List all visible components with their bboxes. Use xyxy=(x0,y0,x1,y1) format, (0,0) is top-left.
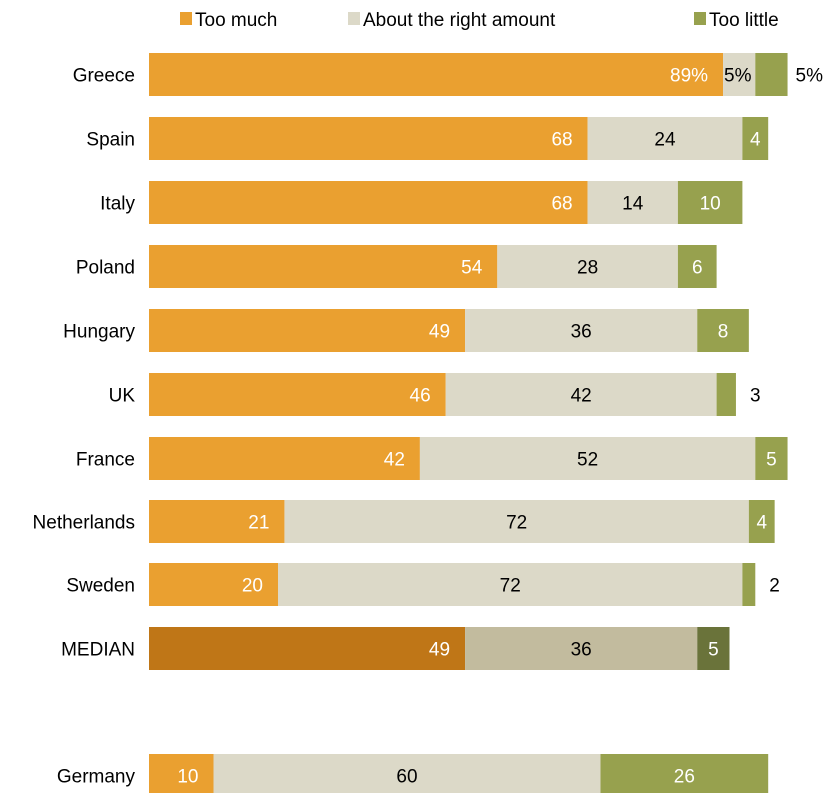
bar-sweden-too-much xyxy=(149,563,278,606)
value-label-spain-about-right: 24 xyxy=(654,130,676,151)
value-label-germany-too-little: 26 xyxy=(674,767,695,788)
bar-greece-too-much xyxy=(149,53,724,96)
bar-poland-too-much xyxy=(149,245,498,288)
bar-germany-about-right xyxy=(213,754,601,793)
category-label-italy: Italy xyxy=(100,194,135,215)
value-label-italy-about-right: 14 xyxy=(622,194,644,215)
bar-uk-too-little xyxy=(716,373,736,416)
category-label-france: France xyxy=(76,450,135,471)
category-label-uk: UK xyxy=(109,386,136,407)
value-label-greece-too-little: 5% xyxy=(796,66,824,87)
bar-hungary-too-little xyxy=(697,309,749,352)
bar-germany-too-little xyxy=(600,754,769,793)
value-label-netherlands-too-little: 4 xyxy=(756,513,767,534)
value-label-france-too-much: 42 xyxy=(384,450,405,471)
value-label-hungary-about-right: 36 xyxy=(571,322,592,343)
bar-median-about-right xyxy=(465,627,698,670)
bar-hungary-about-right xyxy=(465,309,698,352)
value-label-uk-about-right: 42 xyxy=(571,386,592,407)
bar-greece-too-little xyxy=(755,53,788,96)
value-label-france-about-right: 52 xyxy=(577,450,598,471)
value-label-median-too-little: 5 xyxy=(708,640,719,661)
bar-poland-too-little xyxy=(677,245,717,288)
value-label-greece-too-much: 89% xyxy=(670,66,708,87)
bar-france-too-little xyxy=(755,437,788,480)
bar-italy-too-little xyxy=(677,181,743,224)
bar-uk-too-much xyxy=(149,373,446,416)
bar-netherlands-about-right xyxy=(284,500,749,543)
legend-label-about-right: About the right amount xyxy=(363,10,556,31)
bar-italy-too-much xyxy=(149,181,588,224)
bar-median-too-much xyxy=(149,627,466,670)
bar-spain-too-much xyxy=(149,117,588,160)
value-label-hungary-too-little: 8 xyxy=(718,322,729,343)
value-label-sweden-about-right: 72 xyxy=(500,576,521,597)
bar-netherlands-too-little xyxy=(748,500,775,543)
value-label-uk-too-much: 46 xyxy=(410,386,431,407)
value-label-france-too-little: 5 xyxy=(766,450,777,471)
bar-greece-about-right xyxy=(723,53,756,96)
bar-sweden-too-little xyxy=(742,563,756,606)
value-label-poland-about-right: 28 xyxy=(577,258,598,279)
legend-label-too-much: Too much xyxy=(195,10,277,31)
category-label-greece: Greece xyxy=(73,66,135,87)
value-label-spain-too-little: 4 xyxy=(750,130,761,151)
bar-uk-about-right xyxy=(445,373,717,416)
value-label-netherlands-too-much: 21 xyxy=(248,513,269,534)
category-label-median: MEDIAN xyxy=(61,640,135,661)
category-label-netherlands: Netherlands xyxy=(33,513,135,534)
value-label-spain-too-much: 68 xyxy=(551,130,572,151)
value-label-sweden-too-much: 20 xyxy=(242,576,263,597)
legend-swatch-about-right xyxy=(348,12,360,25)
bar-france-about-right xyxy=(419,437,756,480)
value-label-poland-too-little: 6 xyxy=(692,258,703,279)
value-label-italy-too-little: 10 xyxy=(700,194,721,215)
category-label-sweden: Sweden xyxy=(66,576,135,597)
value-label-median-too-much: 49 xyxy=(429,640,450,661)
value-label-germany-too-much: 10 xyxy=(177,767,198,788)
category-label-hungary: Hungary xyxy=(63,322,135,343)
value-label-germany-about-right: 60 xyxy=(396,767,417,788)
value-label-median-about-right: 36 xyxy=(571,640,592,661)
bar-germany-too-much xyxy=(149,754,214,793)
bar-hungary-too-much xyxy=(149,309,466,352)
value-label-poland-too-much: 54 xyxy=(461,258,483,279)
value-label-sweden-too-little: 2 xyxy=(769,576,780,597)
bar-poland-about-right xyxy=(497,245,678,288)
value-label-hungary-too-much: 49 xyxy=(429,322,450,343)
category-label-poland: Poland xyxy=(76,258,135,279)
legend: Too much About the right amount Too litt… xyxy=(180,10,779,31)
bar-spain-too-little xyxy=(742,117,769,160)
value-label-uk-too-little: 3 xyxy=(750,386,761,407)
legend-label-too-little: Too little xyxy=(709,10,779,31)
bar-italy-about-right xyxy=(587,181,678,224)
bar-netherlands-too-much xyxy=(149,500,285,543)
bar-sweden-about-right xyxy=(278,563,743,606)
legend-swatch-too-little xyxy=(694,12,706,25)
category-label-spain: Spain xyxy=(86,130,135,151)
bar-median-too-little xyxy=(697,627,730,670)
value-label-italy-too-much: 68 xyxy=(551,194,572,215)
bar-spain-about-right xyxy=(587,117,743,160)
value-label-greece-about-right: 5% xyxy=(724,66,752,87)
legend-swatch-too-much xyxy=(180,12,192,25)
category-label-germany: Germany xyxy=(57,767,136,788)
bar-france-too-much xyxy=(149,437,420,480)
value-label-netherlands-about-right: 72 xyxy=(506,513,527,534)
